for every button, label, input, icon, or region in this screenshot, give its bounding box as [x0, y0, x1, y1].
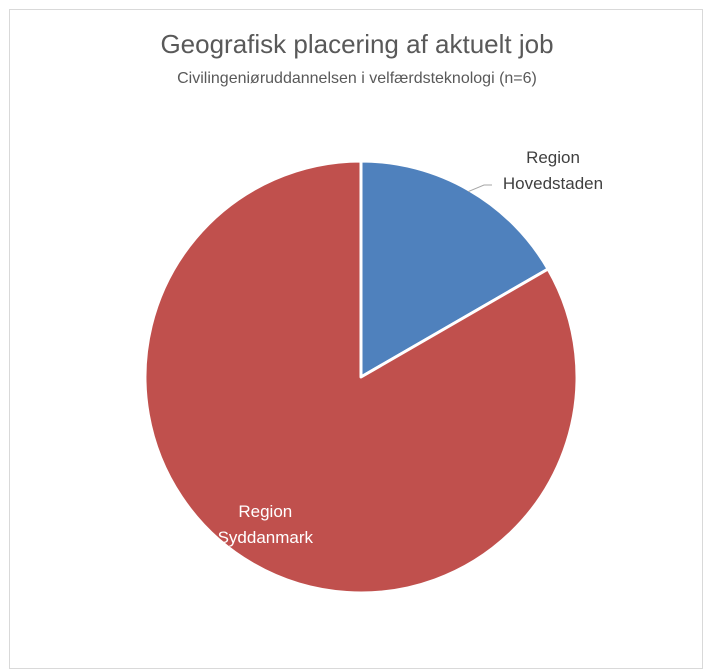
pie-slice-label-1: Region Hovedstaden — [503, 148, 603, 193]
pie-chart: Region Hovedstaden Region Syddanmark — [143, 148, 603, 595]
chart-subtitle: Civilingeniøruddannelsen i velfærdstekno… — [177, 70, 537, 87]
pie-leader-line-1 — [467, 184, 492, 193]
pie-slice-2 — [143, 159, 579, 595]
pie-slice-1 — [359, 159, 550, 379]
pie-slice-label-2: Region Syddanmark — [218, 502, 314, 547]
chart-title: Geografisk placering af aktuelt job — [160, 29, 554, 59]
